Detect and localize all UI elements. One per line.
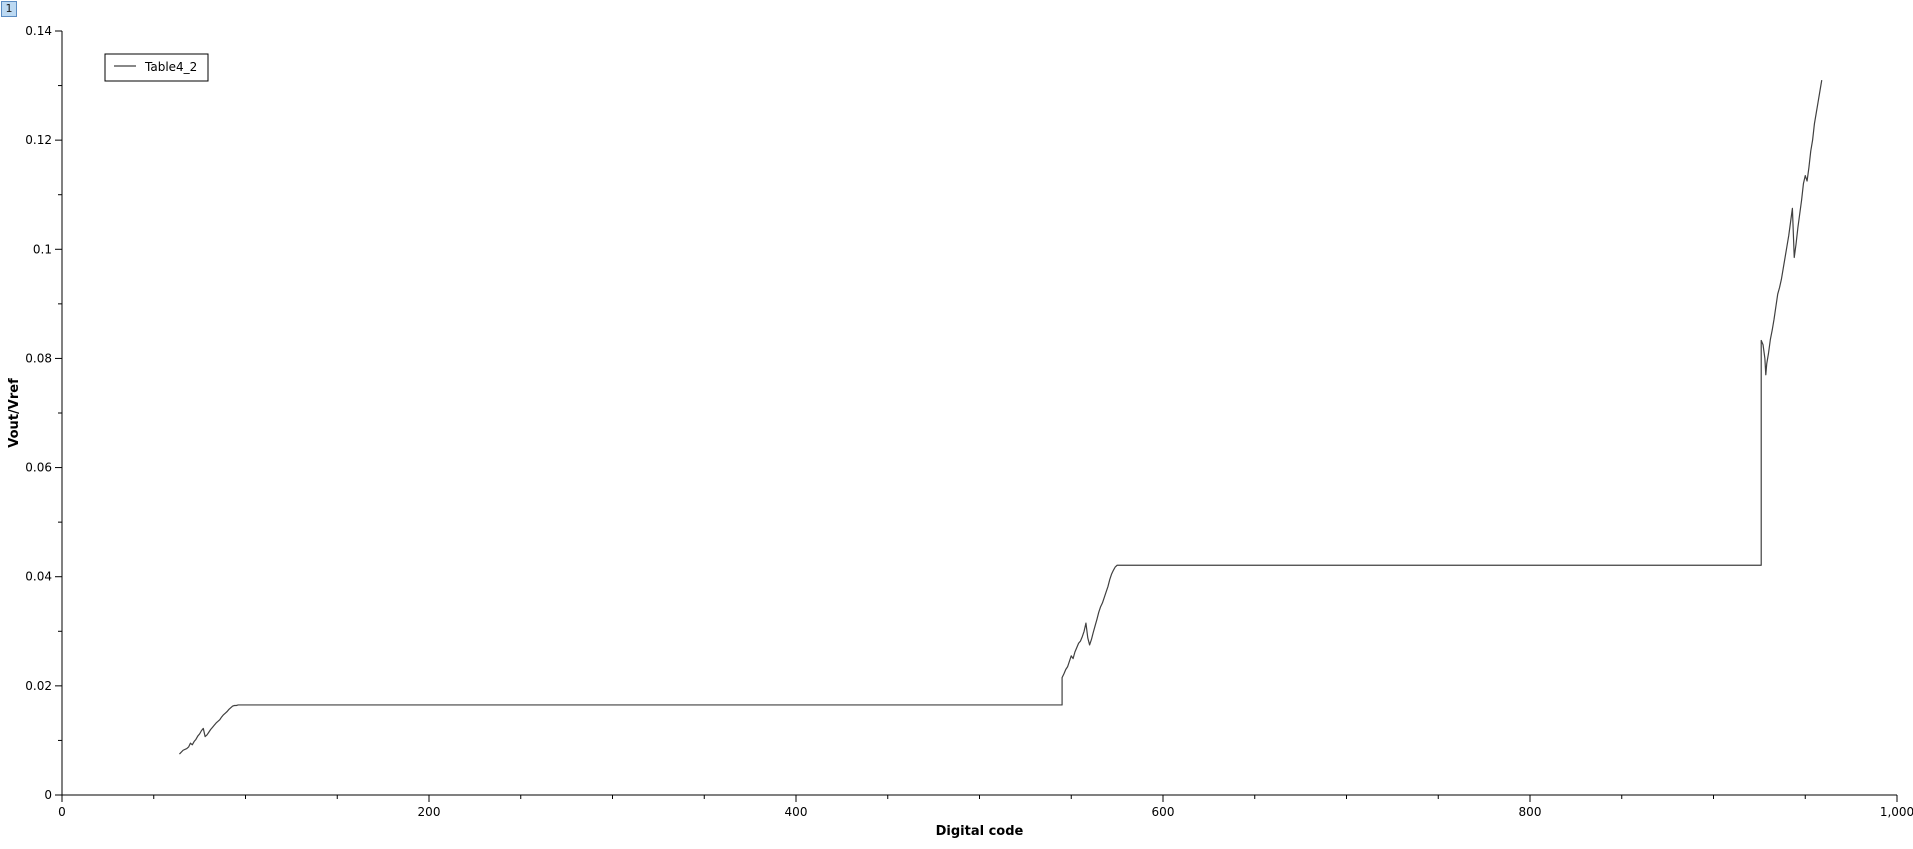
- legend-entry-label: Table4_2: [144, 60, 197, 74]
- axes: 0 200 400 600 800 1,000 0 0.02 0.04 0.06 0.08 0.1 0.…: [7, 24, 1913, 839]
- y-tick-label: 0: [44, 788, 52, 802]
- y-tick-label: 0.08: [25, 351, 52, 365]
- legend-box: [104, 53, 209, 82]
- x-tick-label: 1,000: [1880, 805, 1913, 819]
- series-layer: [179, 80, 1823, 755]
- y-tick-label: 0.14: [25, 24, 52, 38]
- y-tick-label: 0.04: [25, 570, 52, 584]
- plot-index-badge[interactable]: 1: [1, 1, 17, 17]
- x-tick-label: 0: [58, 805, 66, 819]
- x-tick-label: 200: [418, 805, 441, 819]
- y-axis-title: Vout/Vref: [7, 378, 22, 448]
- y-tick-label: 0.1: [33, 242, 52, 256]
- x-tick-label: 600: [1152, 805, 1175, 819]
- legend[interactable]: Table4_2: [104, 53, 209, 82]
- series-line-table4-2: [179, 80, 1823, 755]
- y-tick-label: 0.12: [25, 133, 52, 147]
- x-tick-label: 400: [785, 805, 808, 819]
- y-tick-label: 0.06: [25, 461, 52, 475]
- y-tick-label: 0.02: [25, 679, 52, 693]
- x-axis-title: Digital code: [936, 824, 1024, 839]
- x-tick-label: 800: [1519, 805, 1542, 819]
